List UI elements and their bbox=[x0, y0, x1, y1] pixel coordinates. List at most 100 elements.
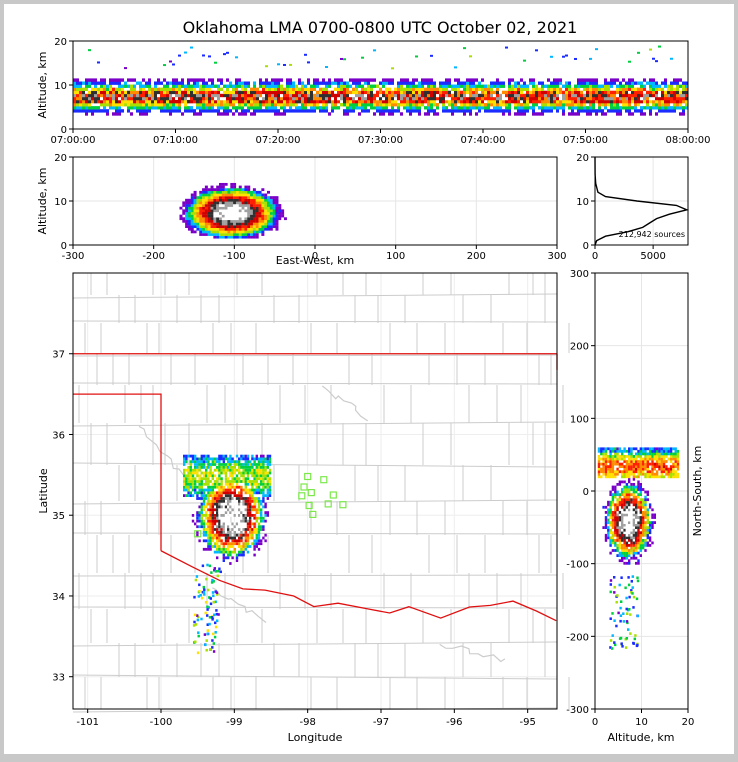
ew-altitude-source-cell bbox=[202, 201, 206, 205]
altitude-ns-source-cell bbox=[625, 503, 629, 507]
time-height-source-cell bbox=[427, 81, 430, 85]
plan-view-source-cell bbox=[196, 494, 199, 497]
time-height-source-cell bbox=[217, 112, 220, 116]
time-height-source-cell bbox=[187, 87, 190, 92]
altitude-ns-source-cell bbox=[651, 541, 654, 545]
plan-view-source-cell bbox=[240, 491, 243, 495]
plan-view-source-cell bbox=[218, 505, 221, 509]
time-height-source-cell bbox=[526, 84, 529, 88]
ew-altitude-source-cell bbox=[219, 196, 223, 199]
time-height-source-cell bbox=[562, 106, 565, 110]
plan-view-source-cell bbox=[224, 505, 228, 509]
altitude-ns-source-cell bbox=[676, 475, 680, 479]
time-height-source-cell bbox=[226, 87, 229, 92]
time-height-source-cell bbox=[649, 109, 652, 113]
time-height-source-cell bbox=[241, 109, 244, 113]
time-height-source-cell bbox=[217, 78, 220, 82]
ew-altitude-source-cell bbox=[196, 209, 200, 213]
ew-altitude-source-cell bbox=[204, 225, 208, 228]
altitude-ns-source-cell bbox=[618, 500, 622, 504]
altitude-ns-source-cell bbox=[618, 518, 622, 522]
time-height-source-cell bbox=[253, 84, 256, 88]
altitude-ns-source-cell bbox=[628, 528, 631, 532]
altitude-ns-source-cell bbox=[604, 526, 608, 529]
ew-altitude-source-cell bbox=[252, 235, 256, 239]
ew-altitude-source-cell bbox=[227, 222, 231, 226]
plan-view-source-cell bbox=[268, 477, 272, 481]
time-height-source-cell bbox=[250, 99, 253, 104]
plan-view-source-cell bbox=[231, 460, 234, 464]
ew-altitude-source-cell bbox=[207, 204, 211, 207]
time-height-source-cell bbox=[526, 99, 529, 104]
time-height-source-cell bbox=[223, 53, 226, 56]
plan-view-source-cell bbox=[242, 457, 245, 461]
plan-view-source-cell bbox=[220, 494, 223, 497]
ew-altitude-source-cell bbox=[255, 190, 259, 194]
ew-altitude-source-cell bbox=[221, 198, 225, 202]
time-height-source-cell bbox=[493, 90, 496, 95]
ew-altitude-source-cell bbox=[199, 204, 203, 207]
plan-view-source-cell bbox=[231, 536, 234, 540]
altitude-ns-source-cell bbox=[651, 475, 654, 479]
ew-altitude-source-cell bbox=[187, 222, 191, 226]
ew-altitude-source-cell bbox=[204, 190, 208, 194]
time-height-source-cell bbox=[547, 93, 550, 98]
time-height-source-cell bbox=[271, 78, 274, 82]
time-height-source-cell bbox=[634, 93, 637, 98]
altitude-ns-source-cell bbox=[623, 533, 626, 537]
plan-view-source-cell bbox=[213, 502, 217, 506]
plan-view-source-cell bbox=[194, 460, 197, 464]
time-height-source-cell bbox=[673, 99, 676, 104]
time-height-source-cell bbox=[442, 103, 445, 107]
time-height-source-cell bbox=[112, 106, 115, 110]
altitude-ns-source-cell bbox=[667, 447, 670, 451]
plan-view-source-cell bbox=[224, 508, 228, 512]
time-height-source-cell bbox=[508, 103, 511, 107]
time-height-source-cell bbox=[397, 103, 400, 107]
time-height-source-cell bbox=[379, 90, 382, 95]
time-height-source-cell bbox=[643, 112, 646, 116]
plan-view-source-cell bbox=[205, 468, 208, 472]
time-height-source-cell bbox=[271, 81, 274, 85]
time-height-source-cell bbox=[391, 96, 394, 101]
time-height-source-cell bbox=[292, 81, 295, 85]
ew-altitude-source-cell bbox=[187, 206, 191, 210]
ew-altitude-source-cell bbox=[224, 230, 228, 234]
time-height-source-cell bbox=[349, 99, 352, 104]
plan-view-source-cell bbox=[244, 463, 247, 466]
plan-view-source-cell bbox=[200, 454, 203, 458]
plan-view-source-cell bbox=[200, 494, 203, 497]
ew-altitude-source-cell bbox=[224, 193, 228, 197]
time-height-source-cell bbox=[457, 96, 460, 101]
altitude-ns-source-cell bbox=[635, 526, 638, 529]
time-height-source-cell bbox=[211, 96, 214, 101]
altitude-ns-source-cell bbox=[609, 505, 612, 509]
plan-view-ylabel: Latitude bbox=[37, 468, 50, 514]
time-height-source-cell bbox=[220, 103, 223, 107]
plan-view-source-cell bbox=[262, 454, 265, 458]
plan-view-source-cell bbox=[222, 528, 225, 531]
plan-view-source-cell bbox=[205, 502, 208, 506]
altitude-ns-source-cell bbox=[639, 455, 642, 458]
time-height-source-cell bbox=[346, 87, 349, 92]
histogram-curve bbox=[594, 156, 689, 246]
time-height-source-cell bbox=[181, 84, 184, 88]
plan-view-source-cell bbox=[253, 491, 256, 495]
time-height-source-cell bbox=[535, 96, 538, 101]
time-height-source-cell bbox=[403, 78, 406, 82]
altitude-ns-source-cell bbox=[653, 455, 656, 458]
time-height-source-cell bbox=[277, 84, 280, 88]
ew-altitude-source-cell bbox=[190, 198, 194, 202]
time-height-source-cell bbox=[169, 60, 172, 63]
time-height-source-cell bbox=[157, 96, 160, 101]
plan-view-source-cell bbox=[262, 528, 265, 531]
altitude-ns-source-cell bbox=[616, 528, 619, 532]
plan-view-source-cell bbox=[207, 466, 210, 469]
time-height-source-cell bbox=[112, 78, 115, 82]
time-height-source-cell bbox=[253, 106, 256, 110]
time-height-source-cell bbox=[523, 109, 526, 113]
time-height-source-cell bbox=[400, 112, 403, 116]
time-height-source-cell bbox=[217, 103, 220, 107]
river-line bbox=[138, 425, 191, 487]
